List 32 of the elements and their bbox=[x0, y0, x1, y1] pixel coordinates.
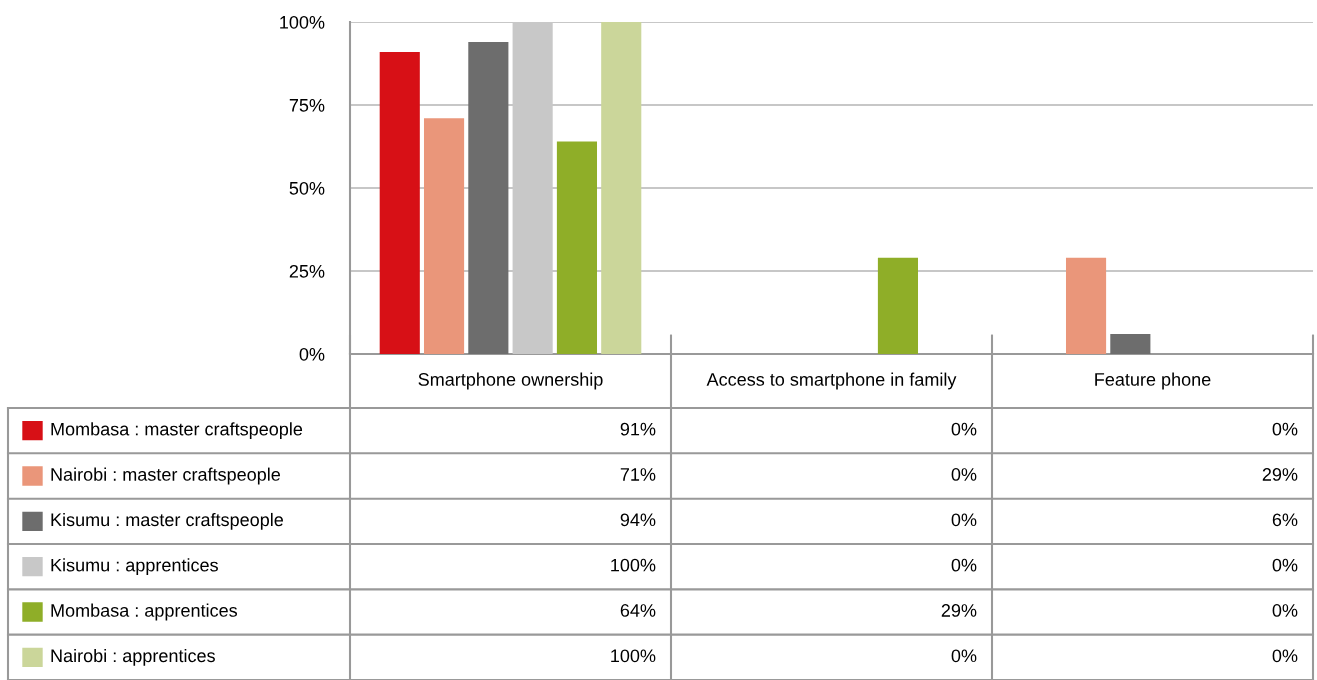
data-label: 29% bbox=[1262, 468, 1298, 481]
y-tick-label: 100% bbox=[280, 15, 325, 29]
legend-label: Mombasa : master craftspeople bbox=[51, 422, 303, 440]
data-label: 0% bbox=[1272, 422, 1298, 436]
x-tick-label: Feature phone bbox=[1095, 372, 1211, 390]
y-tick-label: 25% bbox=[289, 264, 325, 278]
data-label: 64% bbox=[620, 604, 656, 617]
data-label: 0% bbox=[951, 422, 977, 436]
data-label: 0% bbox=[951, 649, 977, 663]
data-label: 94% bbox=[620, 513, 656, 527]
legend-label: Nairobi : apprentices bbox=[51, 648, 215, 666]
data-label: 0% bbox=[951, 513, 977, 527]
x-tick-label: Access to smartphone in family bbox=[706, 372, 957, 390]
y-tick-label: 50% bbox=[289, 181, 325, 195]
data-label: 91% bbox=[620, 422, 656, 436]
x-tick-label: Smartphone ownership bbox=[418, 372, 603, 390]
data-label: 0% bbox=[1272, 558, 1298, 572]
data-label: 0% bbox=[951, 468, 977, 481]
data-label: 71% bbox=[620, 468, 656, 481]
legend-label: Kisumu : apprentices bbox=[51, 558, 218, 576]
y-tick-label: 0% bbox=[299, 347, 325, 361]
data-label: 0% bbox=[1272, 649, 1298, 663]
data-label: 100% bbox=[611, 558, 656, 572]
legend-label: Mombasa : apprentices bbox=[51, 603, 238, 621]
data-label: 100% bbox=[611, 649, 656, 663]
legend-label: Nairobi : master craftspeople bbox=[51, 467, 281, 485]
data-label: 0% bbox=[1272, 604, 1298, 617]
data-label: 29% bbox=[941, 604, 977, 617]
legend-label: Kisumu : master craftspeople bbox=[51, 512, 284, 530]
data-label: 0% bbox=[951, 558, 977, 572]
y-tick-label: 75% bbox=[289, 99, 325, 112]
data-label: 6% bbox=[1272, 513, 1298, 527]
